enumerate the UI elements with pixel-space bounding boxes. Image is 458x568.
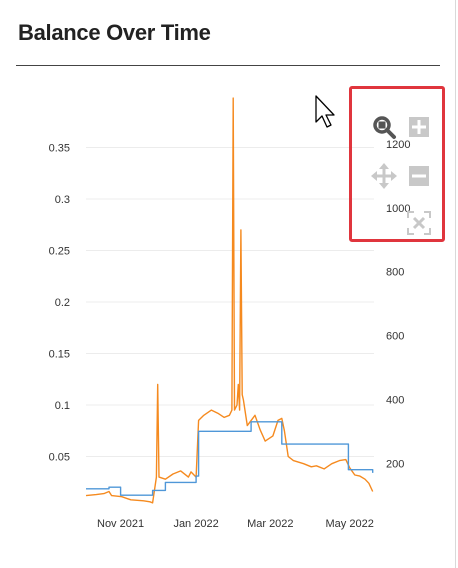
reset-zoom-icon xyxy=(407,211,431,235)
y-right-tick-label: 1200 xyxy=(386,139,410,151)
orange-series-line xyxy=(85,97,374,504)
x-tick-label: Mar 2022 xyxy=(247,518,293,530)
y-left-tick-label: 0.15 xyxy=(49,349,70,361)
y-right-tick-label: 1000 xyxy=(386,203,410,215)
zoom-button[interactable] xyxy=(372,115,398,146)
x-tick-label: Jan 2022 xyxy=(173,518,218,530)
panel-title: Balance Over Time xyxy=(18,20,211,45)
x-tick-label: Nov 2021 xyxy=(97,518,144,530)
y-left-tick-label: 0.2 xyxy=(55,297,70,309)
mouse-cursor-icon xyxy=(315,95,335,128)
y-axis-right: 1200 1000 800 600 400 200 xyxy=(386,139,410,470)
y-left-tick-label: 0.05 xyxy=(49,452,70,464)
y-left-tick-label: 0.1 xyxy=(55,400,70,412)
y-right-tick-label: 400 xyxy=(386,394,404,406)
y-right-tick-label: 600 xyxy=(386,331,404,343)
chart-toolbar xyxy=(349,86,445,242)
chart-series xyxy=(85,97,374,504)
y-axis-left: 0.35 0.3 0.25 0.2 0.15 0.1 0.05 xyxy=(49,143,70,464)
zoom-out-icon xyxy=(409,166,429,186)
panel-frame xyxy=(455,0,456,568)
chart-grid xyxy=(86,147,374,457)
zoom-in-button[interactable] xyxy=(408,116,430,143)
title-divider xyxy=(16,65,440,66)
y-right-tick-label: 800 xyxy=(386,267,404,279)
y-right-tick-label: 200 xyxy=(386,458,404,470)
y-left-tick-label: 0.25 xyxy=(49,246,70,258)
pan-button[interactable] xyxy=(371,163,397,194)
y-left-tick-label: 0.35 xyxy=(49,143,70,155)
pan-icon xyxy=(371,163,397,189)
x-axis: Nov 2021 Jan 2022 Mar 2022 May 2022 xyxy=(97,518,374,530)
blue-series-line xyxy=(86,421,374,496)
reset-zoom-button[interactable] xyxy=(406,210,432,241)
zoom-in-icon xyxy=(409,117,429,137)
y-left-tick-label: 0.3 xyxy=(55,194,70,206)
x-tick-label: May 2022 xyxy=(326,518,374,530)
zoom-icon xyxy=(373,116,396,139)
zoom-out-button[interactable] xyxy=(408,165,430,192)
